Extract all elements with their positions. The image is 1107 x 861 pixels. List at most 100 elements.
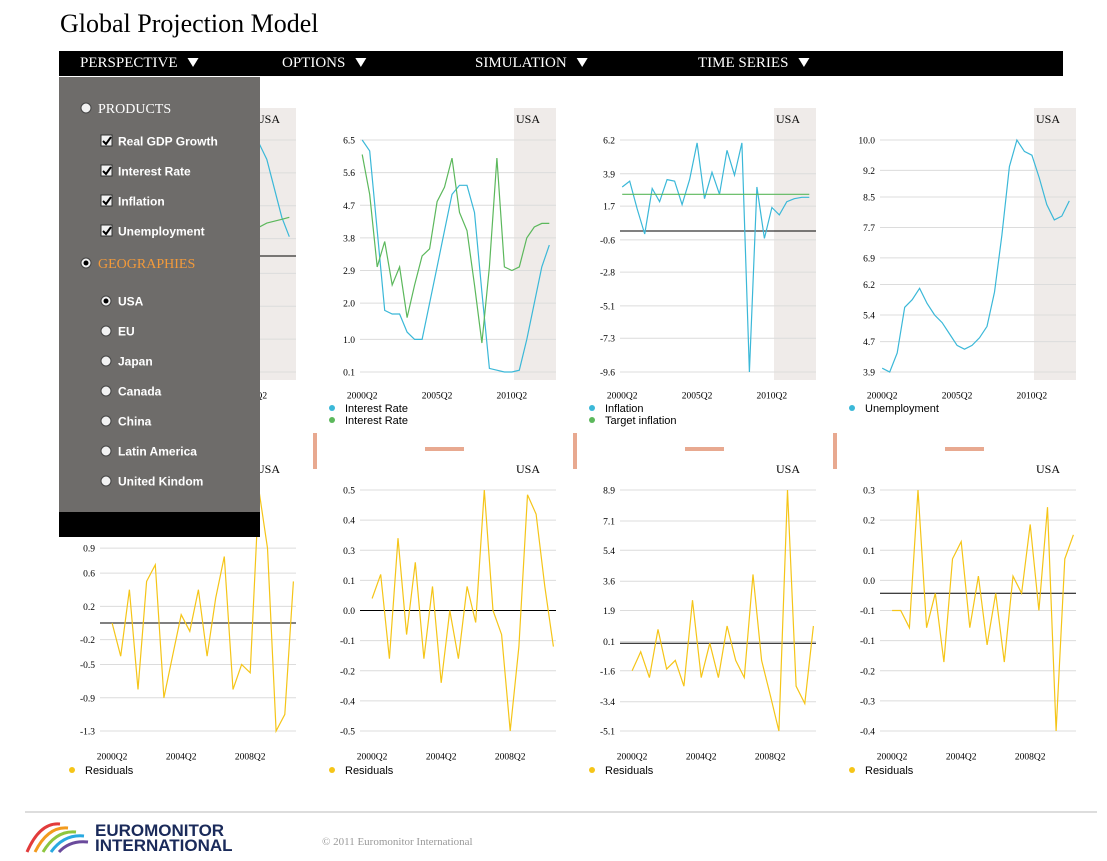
separator — [313, 433, 317, 469]
y-tick-label: -5.1 — [600, 302, 615, 312]
x-tick-label: 2000Q2 — [357, 753, 388, 763]
legend-swatch — [69, 767, 75, 773]
geography-label: USA — [776, 462, 800, 476]
y-tick-label: 0.1 — [603, 638, 615, 648]
nav-caret[interactable] — [355, 58, 367, 67]
menu-panel — [59, 77, 260, 512]
radio[interactable] — [80, 102, 92, 114]
menu-group-label[interactable]: PRODUCTS — [98, 102, 171, 117]
x-tick-label: 2008Q2 — [1015, 753, 1046, 763]
legend-swatch — [589, 405, 595, 411]
x-tick-label: 2000Q2 — [347, 392, 378, 402]
menu-item-label[interactable]: Japan — [118, 355, 153, 369]
y-tick-label: -7.3 — [600, 335, 615, 345]
x-tick-label: 2005Q2 — [942, 392, 973, 402]
y-tick-label: -1.3 — [80, 728, 95, 738]
nav-item[interactable]: TIME SERIES — [698, 55, 788, 71]
nav: PERSPECTIVE OPTIONS SIMULATION TIME SERIES — [80, 55, 810, 71]
radio[interactable] — [100, 475, 112, 487]
legend-label: Unemployment — [865, 403, 939, 415]
menu-item-label[interactable]: United Kindom — [118, 475, 203, 489]
copyright: © 2011 Euromonitor International — [322, 836, 473, 848]
legend-label: Residuals — [605, 765, 654, 777]
legend-swatch — [329, 405, 335, 411]
y-tick-label: 0.4 — [343, 517, 355, 527]
legend-swatch — [589, 417, 595, 423]
forecast-shade — [254, 108, 296, 380]
nav-item[interactable]: PERSPECTIVE — [80, 55, 178, 71]
x-tick-label: 2008Q2 — [495, 753, 526, 763]
y-tick-label: -0.3 — [860, 697, 875, 707]
x-tick-label: 2000Q2 — [617, 753, 648, 763]
series-line — [631, 489, 814, 732]
menu-item-label[interactable]: Interest Rate — [118, 165, 191, 179]
geography-label: USA — [776, 112, 800, 126]
geography-label: USA — [516, 462, 540, 476]
x-tick-label: 2008Q2 — [755, 753, 786, 763]
nav-item[interactable]: SIMULATION — [475, 55, 567, 71]
y-tick-label: -0.1 — [340, 637, 355, 647]
y-tick-label: 6.5 — [343, 137, 355, 147]
menu-item-label[interactable]: Real GDP Growth — [118, 135, 218, 149]
radio[interactable] — [100, 415, 112, 427]
y-tick-label: 1.7 — [603, 203, 615, 213]
checkbox[interactable] — [100, 224, 113, 237]
radio[interactable] — [100, 325, 112, 337]
forecast-shade — [514, 108, 556, 380]
nav-caret[interactable] — [187, 58, 199, 67]
series-line — [892, 489, 1074, 732]
separator — [425, 447, 464, 451]
y-tick-label: 0.2 — [83, 603, 95, 613]
menu-group-label[interactable]: GEOGRAPHIES — [98, 257, 195, 272]
logo-text: INTERNATIONAL — [95, 836, 233, 855]
y-tick-label: 10.0 — [858, 137, 875, 147]
forecast-shade — [774, 108, 816, 380]
radio[interactable] — [100, 355, 112, 367]
y-tick-label: -0.2 — [340, 667, 355, 677]
menu-item-label[interactable]: EU — [118, 325, 135, 339]
menu-item-label[interactable]: Unemployment — [118, 225, 205, 239]
logo-arc — [41, 830, 77, 853]
y-tick-label: 0.1 — [343, 577, 355, 587]
logo-arc — [49, 834, 85, 853]
menu-item-label[interactable]: Inflation — [118, 195, 165, 209]
y-tick-label: 1.9 — [603, 607, 615, 617]
y-tick-label: -0.5 — [80, 661, 95, 671]
checkbox[interactable] — [100, 164, 113, 177]
y-tick-label: 1.0 — [343, 336, 355, 346]
x-tick-label: 2000Q2 — [877, 753, 908, 763]
menu-item-label[interactable]: China — [118, 415, 152, 429]
checkbox[interactable] — [100, 194, 113, 207]
menu-item-label[interactable]: USA — [118, 295, 144, 309]
forecast-shade — [1034, 108, 1076, 380]
nav-caret[interactable] — [576, 58, 588, 67]
radio[interactable] — [100, 445, 112, 457]
geography-label: USA — [1036, 462, 1060, 476]
radio-dot — [83, 260, 89, 266]
y-tick-label: 4.7 — [343, 202, 355, 212]
radio[interactable] — [100, 385, 112, 397]
x-tick-label: 2000Q2 — [867, 392, 898, 402]
y-tick-label: -0.4 — [340, 697, 355, 707]
menu-item-label[interactable]: Latin America — [118, 445, 197, 459]
menu-item-label[interactable]: Canada — [118, 385, 162, 399]
y-tick-label: 2.0 — [343, 300, 355, 310]
checkbox[interactable] — [100, 134, 113, 147]
y-tick-label: 3.9 — [603, 170, 615, 180]
legend-label: Residuals — [345, 765, 394, 777]
y-tick-label: 8.9 — [603, 487, 615, 497]
separator — [573, 433, 577, 469]
y-tick-label: 3.9 — [863, 369, 875, 379]
legend-swatch — [849, 767, 855, 773]
y-tick-label: -0.2 — [80, 636, 95, 646]
legend-swatch — [589, 767, 595, 773]
y-tick-label: 5.4 — [603, 547, 615, 557]
radio-dot — [103, 298, 109, 304]
nav-item[interactable]: OPTIONS — [282, 55, 345, 71]
y-tick-label: 2.9 — [343, 267, 355, 277]
y-tick-label: 0.1 — [863, 547, 875, 557]
y-tick-label: -9.6 — [600, 369, 615, 379]
nav-caret[interactable] — [798, 58, 810, 67]
y-tick-label: 8.5 — [863, 194, 875, 204]
y-tick-label: 3.6 — [603, 578, 615, 588]
